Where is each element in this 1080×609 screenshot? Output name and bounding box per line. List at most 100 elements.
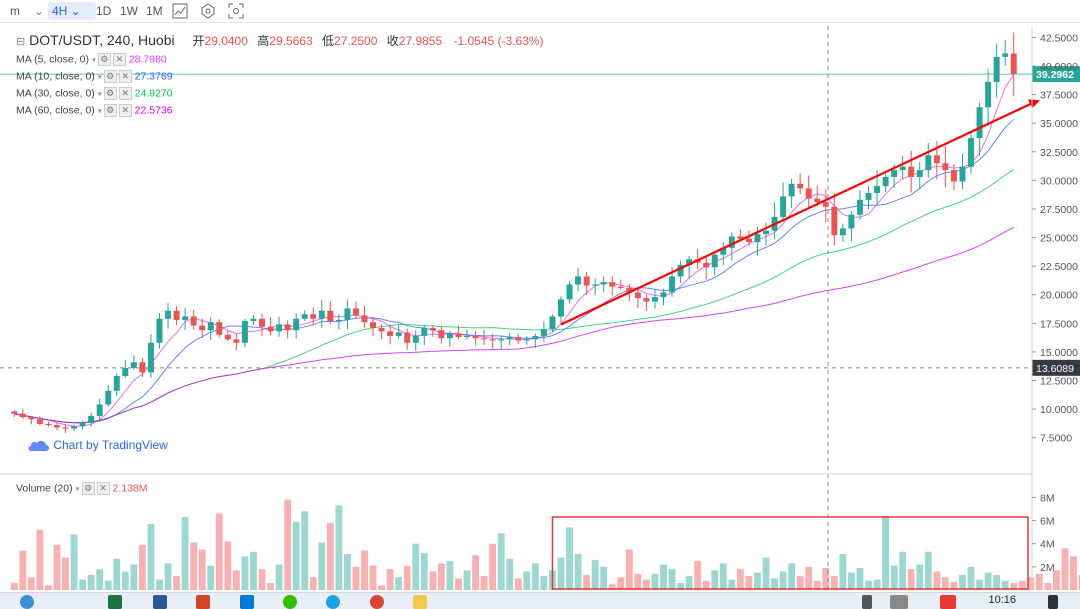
candle-body [147, 342, 154, 373]
candle-body [515, 337, 522, 341]
volume-bar [19, 550, 27, 590]
volume-bar [267, 583, 274, 590]
candle-body [318, 310, 325, 319]
volume-bar [45, 585, 52, 590]
interval-1w-tab[interactable]: 1W [120, 4, 138, 18]
close-icon[interactable]: ✕ [118, 70, 132, 83]
volume-tick-label: 4M [1040, 539, 1055, 551]
ma10-legend[interactable]: MA (10, close, 0) ▾ ⚙ ✕ 27.3769 [16, 70, 173, 83]
high-label: 高 [257, 34, 270, 48]
chart-style-icon[interactable] [172, 3, 188, 19]
taskbar-clock[interactable]: 10:16 [988, 594, 1016, 606]
low-value: 27.2500 [334, 34, 378, 48]
volume-bar [1001, 580, 1009, 590]
ma30-legend[interactable]: MA (30, close, 0) ▾ ⚙ ✕ 24.9270 [16, 87, 173, 100]
close-icon[interactable]: ✕ [118, 87, 132, 100]
ma-line-60 [14, 226, 1014, 424]
symbol-dropdown[interactable]: m [10, 4, 20, 18]
chevron-down-icon[interactable]: ⌄ [34, 4, 45, 18]
candle-body [464, 335, 471, 338]
volume-bar [130, 564, 138, 590]
candle-body [651, 297, 658, 302]
interval-1m-tab[interactable]: 1M [146, 4, 163, 18]
ma5-legend[interactable]: MA (5, close, 0) ▾ ⚙ ✕ 28.7980 [16, 53, 167, 66]
screenshot-icon[interactable] [228, 3, 244, 19]
volume-icon[interactable] [862, 595, 872, 609]
volume-bar [779, 571, 787, 590]
excel-icon[interactable] [108, 595, 122, 609]
candle-body [36, 419, 43, 424]
word-icon[interactable] [153, 595, 167, 609]
volume-bar [395, 577, 403, 590]
volume-bar [865, 580, 872, 590]
tray-app-icon[interactable] [940, 595, 956, 609]
close-icon[interactable]: ✕ [118, 104, 132, 117]
volume-bar [1070, 556, 1077, 590]
candle-body [959, 166, 966, 182]
volume-bar [728, 579, 736, 590]
volume-bar [1044, 583, 1052, 590]
volume-bar [173, 576, 180, 590]
candle-body [378, 327, 385, 332]
volume-bar [207, 565, 215, 590]
ma30-label: MA (30, close, 0) [16, 87, 95, 100]
powerpoint-icon[interactable] [196, 595, 210, 609]
candle-body [993, 56, 1000, 83]
interval-4h-tab[interactable]: 4H ⌄ [48, 2, 96, 20]
candle-body [839, 228, 846, 236]
candle-body [874, 186, 881, 193]
price-chart[interactable]: 13.6089 39.2962 42.5000 40.0000 37.5000 35.0… [0, 0, 1080, 592]
candle-body [865, 192, 872, 200]
volume-bar [463, 570, 471, 590]
volume-bar [523, 571, 531, 590]
volume-bar [634, 573, 642, 590]
settings-icon[interactable]: ⚙ [103, 70, 117, 83]
candle-body [745, 238, 752, 243]
volume-bar [813, 580, 821, 590]
volume-bar [318, 542, 326, 590]
volume-bar [651, 573, 659, 590]
chrome-icon[interactable] [370, 595, 384, 609]
outlook-icon[interactable] [240, 595, 254, 609]
close-icon[interactable]: ✕ [96, 482, 110, 495]
settings-icon[interactable]: ⚙ [103, 87, 117, 100]
volume-bar [583, 574, 591, 590]
volume-bar [916, 564, 924, 590]
candle-body [882, 176, 889, 187]
volume-legend[interactable]: Volume (20) ▾ ⚙ ✕ 2.138M [16, 482, 148, 495]
interval-1d-tab[interactable]: 1D [96, 4, 112, 18]
candle-body [1010, 53, 1017, 75]
keyboard-icon[interactable] [890, 595, 908, 609]
candle-body [814, 198, 821, 203]
tradingview-cloud-icon [28, 440, 49, 451]
candle-body [523, 339, 530, 341]
volume-bar [1061, 548, 1069, 590]
volume-tick-label: 2M [1040, 562, 1055, 574]
close-icon[interactable]: ✕ [112, 53, 126, 66]
tradingview-watermark[interactable]: Chart by TradingView [28, 438, 168, 453]
candle-body [284, 324, 291, 331]
candle-body [472, 335, 479, 339]
candle-body [88, 415, 95, 423]
settings-icon[interactable]: ⚙ [103, 104, 117, 117]
candle-body [455, 333, 462, 338]
indicators-icon[interactable] [200, 3, 216, 19]
trendline-arrowhead [1028, 99, 1040, 109]
start-icon[interactable] [20, 595, 34, 609]
settings-icon[interactable]: ⚙ [81, 482, 95, 495]
candle-body [805, 188, 812, 199]
candle-body [71, 426, 78, 429]
settings-icon[interactable]: ⚙ [97, 53, 111, 66]
volume-bar [608, 584, 616, 590]
candle-body [686, 259, 693, 266]
collapse-legend-icon[interactable]: ⊟ [16, 36, 26, 48]
browser-icon[interactable] [326, 595, 340, 609]
candle-body [822, 202, 829, 207]
notification-icon[interactable] [1048, 595, 1058, 609]
volume-bar [181, 517, 189, 590]
candle-body [1002, 53, 1009, 57]
ma60-legend[interactable]: MA (60, close, 0) ▾ ⚙ ✕ 22.5736 [16, 104, 173, 117]
folder-icon[interactable] [413, 595, 427, 609]
volume-bar [694, 561, 702, 590]
wechat-icon[interactable] [283, 595, 297, 609]
